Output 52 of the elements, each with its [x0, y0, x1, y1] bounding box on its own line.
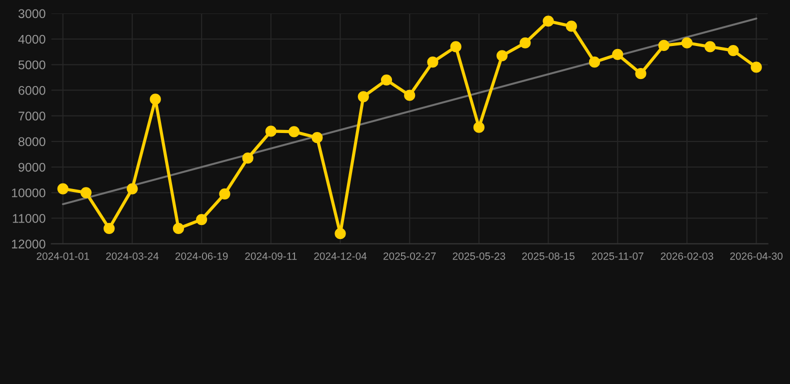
x-tick-label: 2026-02-03 — [660, 252, 714, 260]
y-tick-label: 11000 — [12, 214, 46, 223]
x-tick-label: 2024-09-11 — [245, 252, 297, 260]
point — [126, 183, 138, 194]
point — [750, 62, 762, 73]
y-tick-label: 5000 — [18, 60, 46, 70]
point — [358, 91, 369, 102]
y-tick-label: 12000 — [12, 240, 46, 248]
point — [427, 56, 438, 68]
point — [150, 94, 161, 105]
point — [219, 188, 230, 200]
y-tick-label: 4000 — [18, 34, 46, 44]
point — [265, 126, 276, 137]
point — [612, 48, 624, 60]
point — [380, 74, 392, 86]
y-tick-label: 10000 — [12, 188, 46, 198]
x-tick-label: 2025-08-15 — [522, 252, 575, 260]
x-tick-label: 2025-11-07 — [592, 252, 644, 260]
point — [704, 41, 716, 52]
point — [635, 68, 646, 80]
point — [242, 152, 254, 164]
point — [681, 37, 693, 48]
point — [104, 222, 115, 234]
y-tick-label: 7000 — [18, 112, 46, 120]
point — [588, 56, 600, 68]
point — [57, 183, 68, 194]
point — [196, 214, 208, 226]
x-tick-label: 2024-01-01 — [36, 252, 90, 260]
x-tick-label: 2024-12-04 — [314, 252, 367, 260]
point — [172, 222, 184, 234]
point — [288, 126, 300, 138]
x-tick-label: 2025-05-23 — [452, 252, 506, 260]
point — [496, 50, 508, 62]
x-tick-label: 2026-04-30 — [730, 252, 783, 260]
point — [542, 16, 554, 27]
point — [658, 40, 670, 51]
point — [404, 90, 416, 101]
point — [450, 41, 462, 52]
point — [312, 132, 323, 144]
x-tick-label: 2024-06-19 — [175, 252, 228, 260]
x-tick-label: 2024-03-24 — [106, 252, 159, 260]
x-tick-label: 2025-02-27 — [384, 252, 436, 260]
point — [334, 228, 346, 240]
point — [566, 20, 577, 32]
y-tick-label: 3000 — [18, 9, 46, 18]
point — [520, 37, 531, 48]
point — [728, 45, 739, 56]
y-tick-label: 6000 — [18, 86, 46, 95]
point — [473, 122, 485, 133]
point — [80, 187, 92, 198]
y-tick-label: 9000 — [18, 162, 46, 172]
y-tick-label: 8000 — [18, 137, 46, 146]
